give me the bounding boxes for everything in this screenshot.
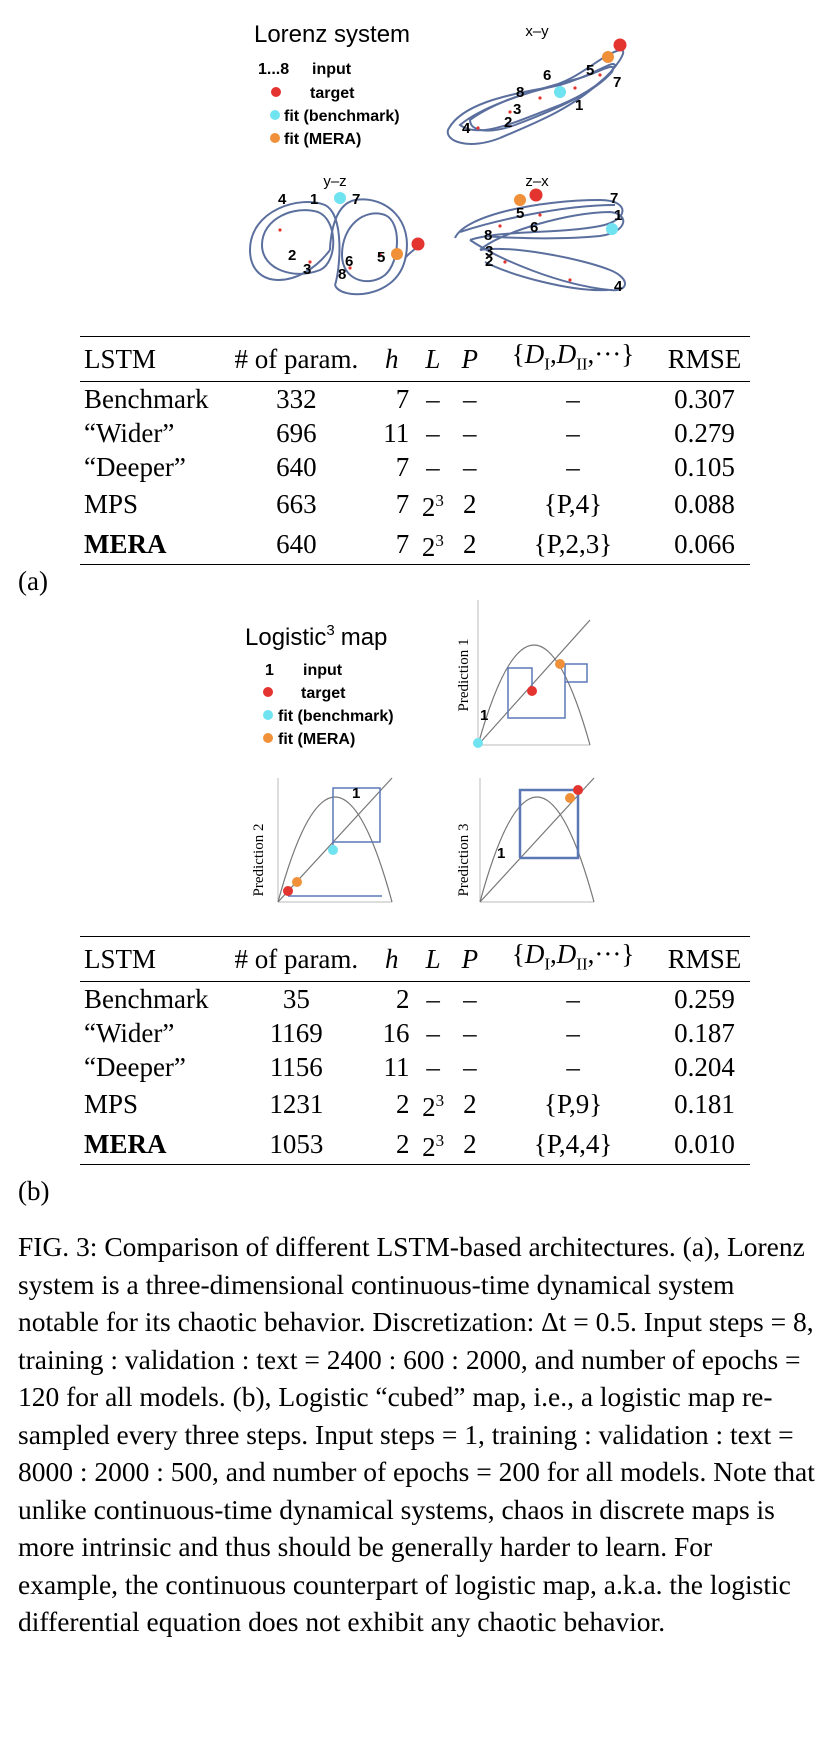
panel-label-a: (a) xyxy=(18,566,48,596)
table-row: “Deeper” 1156 11 – – – 0.204 xyxy=(84,1052,735,1083)
svg-text:4: 4 xyxy=(462,120,471,137)
panel-label-b: (b) xyxy=(18,1176,50,1206)
svg-text:1: 1 xyxy=(575,97,583,114)
table-row: MERA 1053 2 23 2 {P,4,4} 0.010 xyxy=(80,1124,750,1165)
logistic-legend: 1 input target fit (benchmark) fit (MERA… xyxy=(263,662,394,748)
svg-text:target: target xyxy=(301,685,346,702)
svg-text:6: 6 xyxy=(543,67,551,84)
svg-text:8: 8 xyxy=(338,266,346,283)
legend-input-marker: 1...8 xyxy=(258,61,289,78)
svg-text:2: 2 xyxy=(288,247,296,264)
panel-prediction-2: Prediction 2 1 xyxy=(251,777,393,903)
svg-text:1: 1 xyxy=(265,662,274,679)
lorenz-figure: Lorenz system 1...8 input target fit (be… xyxy=(248,21,627,296)
svg-text:3: 3 xyxy=(513,101,521,118)
table-row: MERA 640 7 23 2 {P,2,3} 0.066 xyxy=(80,524,750,565)
x-y-target-dot xyxy=(613,38,627,52)
table-row: Benchmark 332 7 – – – 0.307 xyxy=(84,384,735,415)
panel-prediction-3: Prediction 3 1 xyxy=(456,777,595,903)
svg-text:7: 7 xyxy=(610,190,618,207)
panel-y-z: y–z 4 1 7 23 6 8 5 xyxy=(248,173,425,296)
logistic-figure: Logistic3 map 1 input target fit (benchma… xyxy=(245,600,595,903)
svg-text:Prediction 2: Prediction 2 xyxy=(251,824,267,897)
legend-input-label: input xyxy=(312,61,352,78)
svg-text:5: 5 xyxy=(377,249,385,266)
z-x-mera-dot xyxy=(514,194,526,206)
svg-text:4: 4 xyxy=(614,278,623,295)
table-row: MPS 1231 2 23 2 {P,9} 0.181 xyxy=(84,1089,735,1123)
svg-text:fit (MERA): fit (MERA) xyxy=(278,731,355,748)
svg-text:3: 3 xyxy=(485,243,493,260)
z-x-benchmark-dot xyxy=(606,223,618,235)
legend-mera-label: fit (MERA) xyxy=(284,131,361,148)
svg-text:1: 1 xyxy=(310,191,318,208)
panel-z-x-label: z–x xyxy=(525,173,549,190)
panel-x-y: x–y 4 23 8 6 5 7 1 xyxy=(446,23,627,145)
legend-mera-dot xyxy=(270,133,280,143)
svg-text:4: 4 xyxy=(278,191,287,208)
table-a: LSTM # of param. h L P {DI,DII,···} RMSE… xyxy=(80,336,750,565)
legend-benchmark-dot xyxy=(270,110,280,120)
y-z-mera-dot xyxy=(391,248,403,260)
table-row: “Wider” 1169 16 – – – 0.187 xyxy=(84,1018,735,1049)
logistic-title: Logistic3 map xyxy=(245,622,387,651)
svg-text:5: 5 xyxy=(586,62,594,79)
svg-text:5: 5 xyxy=(516,205,524,222)
lorenz-title: Lorenz system xyxy=(254,21,410,48)
svg-text:2: 2 xyxy=(504,114,512,131)
x-y-mera-dot xyxy=(602,51,614,63)
svg-text:8: 8 xyxy=(516,84,524,101)
svg-text:1: 1 xyxy=(352,785,360,802)
caption-text: FIG. 3: Comparison of different LSTM-bas… xyxy=(18,1231,815,1637)
svg-text:1: 1 xyxy=(480,707,488,724)
panel-y-z-label: y–z xyxy=(323,173,346,190)
svg-text:1: 1 xyxy=(614,207,622,224)
y-z-benchmark-dot xyxy=(334,192,346,204)
figure-caption: FIG. 3: Comparison of different LSTM-bas… xyxy=(18,1228,818,1641)
table-row: Benchmark 35 2 – – – 0.259 xyxy=(84,984,735,1015)
panel-x-y-label: x–y xyxy=(525,23,549,40)
table-row: “Wider” 696 11 – – – 0.279 xyxy=(84,418,735,449)
panel-prediction-1: Prediction 1 1 xyxy=(456,600,591,748)
legend-benchmark-label: fit (benchmark) xyxy=(284,108,400,125)
legend-target-dot xyxy=(271,87,281,97)
table-a-header: LSTM # of param. h L P {DI,DII,···} RMSE xyxy=(80,336,750,382)
x-y-benchmark-dot xyxy=(554,86,566,98)
svg-text:1: 1 xyxy=(497,845,505,862)
z-x-target-dot xyxy=(529,188,543,202)
svg-text:Prediction 3: Prediction 3 xyxy=(456,824,472,897)
svg-text:6: 6 xyxy=(345,253,353,270)
table-row: MPS 663 7 23 2 {P,4} 0.088 xyxy=(84,489,735,523)
table-b: LSTM # of param. h L P {DI,DII,···} RMSE… xyxy=(80,936,750,1165)
table-b-header: LSTM # of param. h L P {DI,DII,···} RMSE xyxy=(80,936,750,982)
svg-text:7: 7 xyxy=(352,191,360,208)
lorenz-legend: 1...8 input target fit (benchmark) fit (… xyxy=(258,61,400,148)
y-z-target-dot xyxy=(411,237,425,251)
d-header: {DI,DII,···} xyxy=(511,339,635,374)
svg-text:input: input xyxy=(303,662,343,679)
svg-text:8: 8 xyxy=(484,227,492,244)
svg-text:Prediction 1: Prediction 1 xyxy=(456,639,472,712)
panel-z-x: z–x 56 8 32 7 1 4 xyxy=(454,173,626,295)
svg-text:6: 6 xyxy=(530,219,538,236)
svg-text:fit (benchmark): fit (benchmark) xyxy=(278,708,394,725)
svg-text:2: 2 xyxy=(485,253,493,270)
svg-text:7: 7 xyxy=(613,74,621,91)
legend-target-label: target xyxy=(310,85,355,102)
d-header: {DI,DII,···} xyxy=(511,939,635,974)
table-row: “Deeper” 640 7 – – – 0.105 xyxy=(84,452,735,483)
svg-text:3: 3 xyxy=(303,261,311,278)
